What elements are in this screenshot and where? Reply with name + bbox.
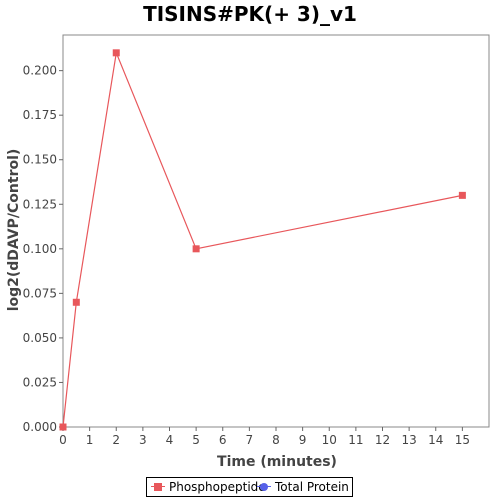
y-axis: 0.000 0.025 0.050 0.075 0.100 0.125 0.150 0.175…: [23, 64, 63, 434]
y-tick-label: 0.150: [23, 153, 57, 167]
chart-title: TISINS#PK(+ 3)_v1: [143, 2, 357, 26]
x-tick-label: 7: [246, 433, 254, 447]
x-tick-label: 13: [401, 433, 416, 447]
x-tick-label: 1: [86, 433, 94, 447]
x-tick-label: 0: [59, 433, 67, 447]
x-tick-label: 3: [139, 433, 147, 447]
x-tick-label: 5: [192, 433, 200, 447]
legend-label-phosphopeptide: Phosphopeptide: [169, 480, 266, 494]
y-axis-label: log2(dDAVP/Control): [6, 149, 22, 312]
legend-label-total-protein: Total Protein: [275, 480, 349, 494]
y-tick-label: 0.025: [23, 375, 57, 389]
data-point-phosphopeptide: [458, 191, 466, 199]
data-point-phosphopeptide: [192, 245, 200, 253]
plot-background: [62, 34, 490, 428]
y-tick-label: 0.000: [23, 420, 57, 434]
data-point-phosphopeptide: [72, 298, 80, 306]
data-point-phosphopeptide: [112, 49, 120, 57]
y-tick-label: 0.125: [23, 197, 57, 211]
y-tick-label: 0.100: [23, 242, 57, 256]
x-tick-label: 9: [299, 433, 307, 447]
x-tick-label: 10: [322, 433, 337, 447]
plot-area: [62, 34, 490, 428]
y-tick-label: 0.050: [23, 331, 57, 345]
data-point-phosphopeptide: [59, 423, 67, 431]
y-tick-label: 0.075: [23, 286, 57, 300]
legend: Phosphopeptide Total Protein: [146, 477, 353, 497]
x-axis-label: Time (minutes): [217, 454, 337, 470]
x-axis: 0 1 2 3 4 5 6 7 8 9 10 11 12 13 14 15: [59, 427, 470, 447]
legend-square-marker: [154, 483, 162, 491]
x-tick-label: 14: [428, 433, 443, 447]
x-tick-label: 6: [219, 433, 227, 447]
legend-circle-marker: [260, 483, 268, 491]
x-tick-label: 15: [455, 433, 470, 447]
x-tick-label: 4: [166, 433, 174, 447]
y-tick-label: 0.175: [23, 108, 57, 122]
series-layer: [59, 49, 466, 431]
y-tick-label: 0.200: [23, 64, 57, 78]
x-tick-label: 2: [112, 433, 120, 447]
x-tick-label: 11: [348, 433, 363, 447]
x-tick-label: 12: [375, 433, 390, 447]
x-tick-label: 8: [272, 433, 280, 447]
